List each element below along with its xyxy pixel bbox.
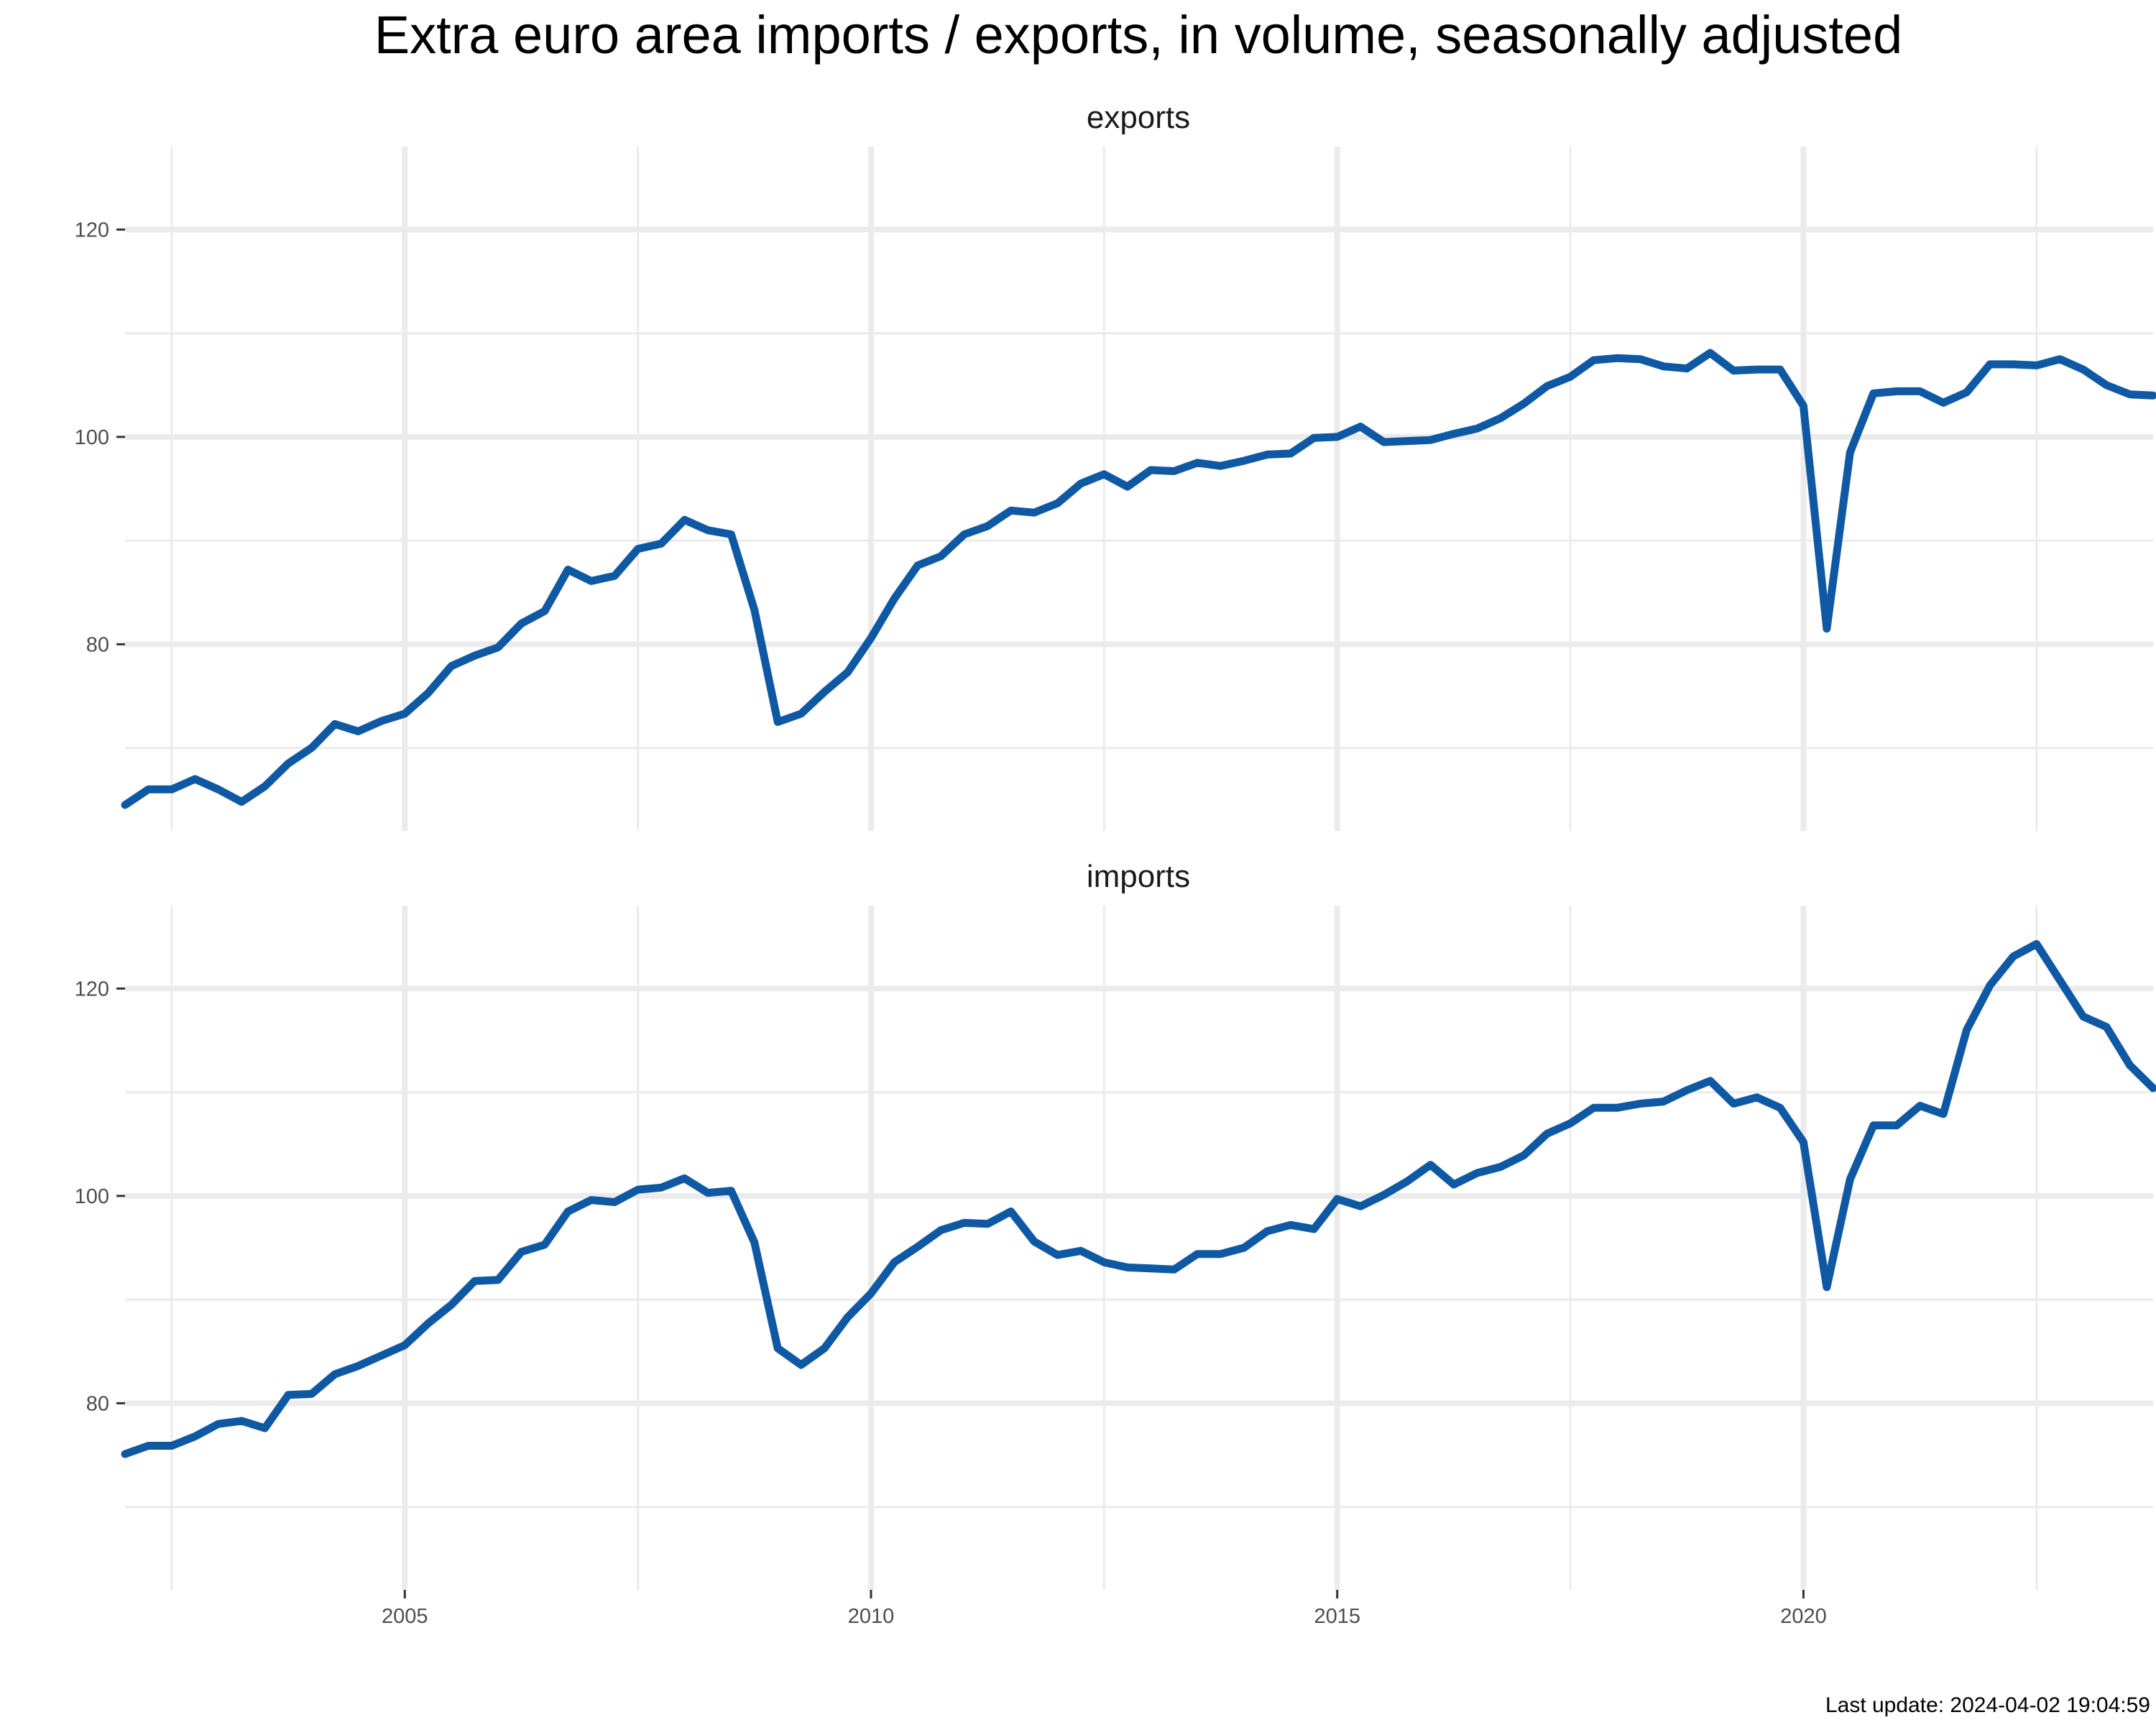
x-axis: 2005 2010 2015 2020: [382, 1590, 1827, 1628]
y-tick-label: 80: [86, 633, 109, 656]
y-tick-label: 80: [86, 1392, 109, 1415]
facet-label-imports: imports: [1087, 859, 1190, 894]
x-tick-label: 2005: [382, 1605, 428, 1628]
y-tick-label: 100: [75, 1185, 109, 1208]
x-tick-label: 2020: [1780, 1605, 1827, 1628]
chart-title: Extra euro area imports / exports, in vo…: [374, 5, 1903, 65]
x-tick-label: 2015: [1314, 1605, 1360, 1628]
y-tick-label: 120: [75, 218, 109, 242]
series-line-exports: [121, 349, 2156, 809]
facet-label-exports: exports: [1087, 100, 1190, 135]
chart-panels: exports 80 100 120 imports 80 100 120: [75, 100, 2156, 1590]
last-update-caption: Last update: 2024-04-02 19:04:59: [1825, 1693, 2150, 1717]
x-tick-label: 2010: [848, 1605, 895, 1628]
y-tick-label: 120: [75, 978, 109, 1000]
panel-imports: imports 80 100 120: [75, 859, 2156, 1590]
y-tick-label: 100: [75, 426, 109, 449]
panel-exports: exports 80 100 120: [75, 100, 2156, 831]
series-line-imports: [121, 939, 2156, 1458]
